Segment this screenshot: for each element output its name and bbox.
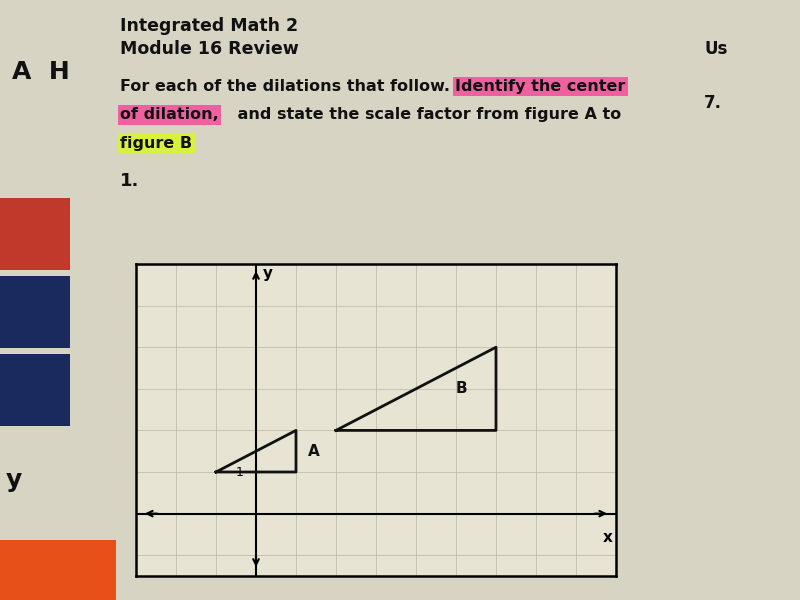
- Text: Module 16 Review: Module 16 Review: [120, 40, 298, 58]
- Text: 1: 1: [236, 466, 244, 479]
- Bar: [0, 354, 70, 426]
- Text: For each of the dilations that follow.: For each of the dilations that follow.: [120, 79, 462, 94]
- Text: figure B: figure B: [120, 136, 192, 151]
- Text: Integrated Math 2: Integrated Math 2: [120, 17, 298, 35]
- Text: y: y: [263, 266, 273, 281]
- Text: 7.: 7.: [704, 94, 722, 113]
- Text: A  H: A H: [11, 60, 70, 84]
- Text: x: x: [603, 530, 613, 545]
- Text: of dilation,: of dilation,: [120, 107, 218, 122]
- Bar: [0, 276, 70, 348]
- Bar: [0, 198, 70, 270]
- Text: Identify the center: Identify the center: [455, 79, 626, 94]
- Text: y: y: [6, 468, 22, 492]
- Text: 1.: 1.: [120, 172, 139, 190]
- Text: and state the scale factor from figure A to: and state the scale factor from figure A…: [232, 107, 622, 122]
- Text: A: A: [308, 444, 320, 458]
- Text: Us: Us: [704, 40, 727, 58]
- Text: B: B: [456, 382, 468, 396]
- Bar: [0, 540, 116, 600]
